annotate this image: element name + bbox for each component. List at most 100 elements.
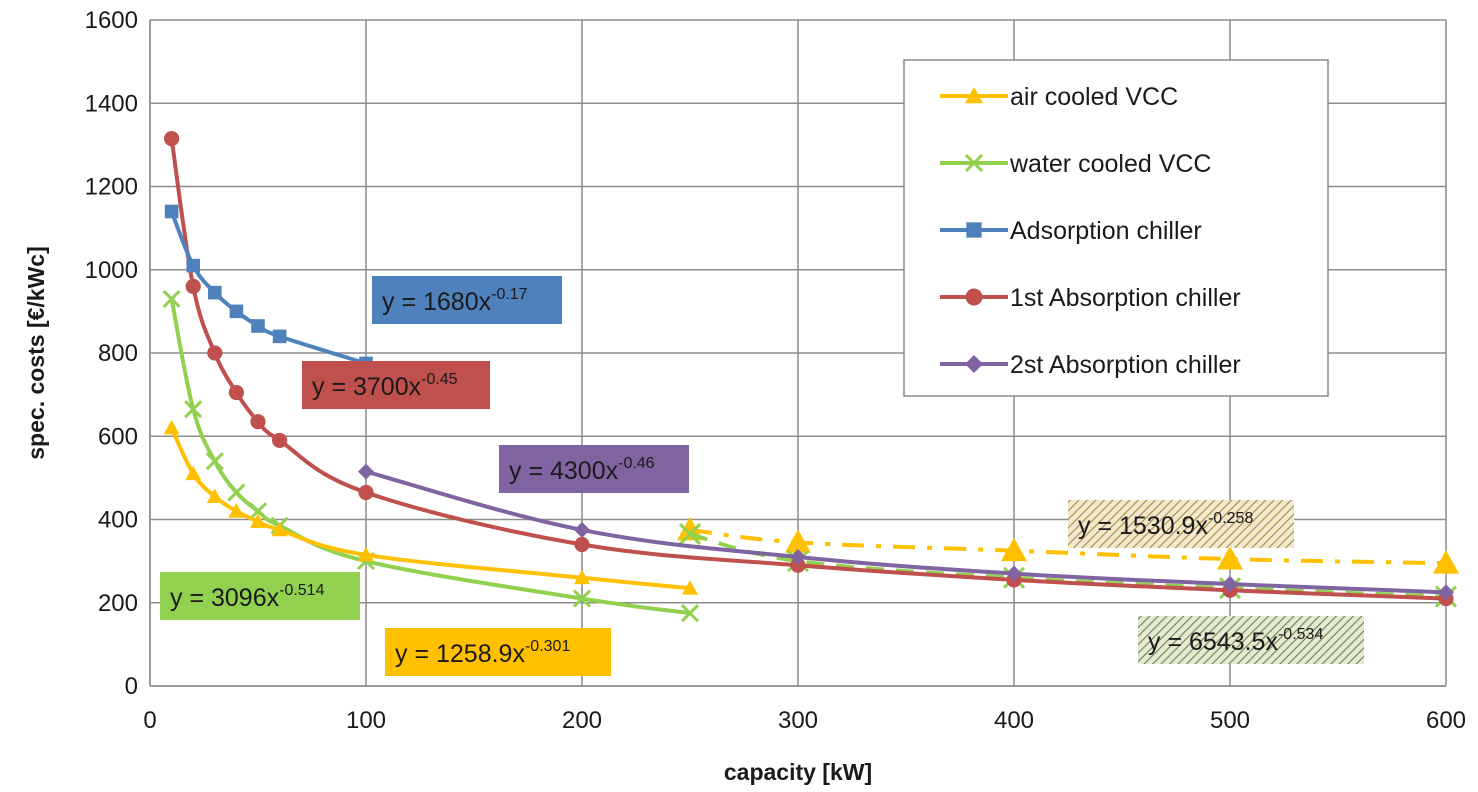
- legend-marker: [965, 355, 983, 373]
- data-point: [205, 452, 224, 471]
- legend-marker: [965, 288, 983, 306]
- legend-marker: [966, 222, 982, 238]
- y-tick-label: 800: [98, 340, 138, 367]
- legend-marker: [965, 87, 983, 104]
- x-tick-label: 600: [1426, 707, 1466, 734]
- equation-box: [302, 361, 490, 409]
- data-point: [1006, 565, 1022, 582]
- legend-marker: [964, 153, 984, 173]
- equation-main: y = 1680x: [382, 288, 492, 316]
- equation-text: y = 1258.9x-0.301: [395, 638, 570, 668]
- equation-box: [160, 572, 360, 620]
- y-tick-label: 200: [98, 590, 138, 617]
- extrapolation-point: [1001, 537, 1027, 562]
- extrapolation-point: [1217, 546, 1243, 570]
- data-point: [272, 329, 287, 344]
- data-point: [185, 278, 201, 294]
- equation-label: y = 4300x-0.46: [499, 445, 689, 493]
- data-point: [248, 502, 268, 521]
- legend-label: air cooled VCC: [1010, 83, 1178, 111]
- x-tick-label: 0: [143, 707, 156, 734]
- series-0: [163, 419, 698, 595]
- data-point: [164, 131, 180, 147]
- equation-exponent: -0.46: [618, 455, 655, 472]
- legend-label: 2st Absorption chiller: [1010, 351, 1241, 379]
- data-point: [790, 548, 806, 565]
- extrapolation-point: [1433, 550, 1459, 574]
- data-point: [207, 345, 223, 361]
- y-axis-title: spec. costs [€/kWc]: [23, 246, 49, 459]
- data-point: [1438, 584, 1454, 601]
- data-point: [574, 536, 590, 553]
- data-point: [358, 484, 374, 501]
- data-point: [208, 285, 222, 300]
- data-point: [163, 419, 180, 435]
- data-point: [574, 569, 590, 585]
- data-point: [574, 521, 590, 538]
- data-point: [272, 432, 288, 449]
- equation-text: y = 4300x-0.46: [509, 455, 655, 485]
- legend-entry: 1st Absorption chiller: [940, 284, 1241, 312]
- x-tick-label: 400: [994, 707, 1034, 734]
- data-point: [1222, 576, 1238, 593]
- legend-entry: 2st Absorption chiller: [940, 351, 1241, 379]
- equation-label: y = 1680x-0.17: [372, 276, 562, 324]
- equation-label: y = 6543.5x-0.534: [1138, 616, 1364, 664]
- equation-exponent: -0.17: [491, 286, 528, 303]
- y-tick-label: 1400: [85, 90, 138, 117]
- equation-label: y = 3700x-0.45: [302, 361, 490, 409]
- equation-main: y = 3700x: [312, 373, 422, 401]
- equation-text: y = 3700x-0.45: [312, 371, 458, 401]
- data-point: [228, 503, 245, 518]
- extrapolation-point: [678, 523, 702, 546]
- equation-main: y = 6543.5x: [1148, 628, 1278, 656]
- series-4: [358, 463, 1454, 601]
- x-tick-label: 500: [1210, 707, 1250, 734]
- legend-label: 1st Absorption chiller: [1010, 284, 1241, 312]
- data-point: [682, 580, 698, 595]
- equation-exponent: -0.514: [279, 582, 324, 599]
- legend-label: Adsorption chiller: [1010, 217, 1202, 245]
- legend-entry: Adsorption chiller: [940, 217, 1202, 245]
- extrapolation-line: [689, 532, 1447, 599]
- series-line: [169, 427, 691, 591]
- equation-box: [372, 276, 562, 324]
- equation-main: y = 1258.9x: [395, 640, 525, 668]
- series-line: [365, 469, 1447, 595]
- axes: 0 200 400 600 800 1000 1200 1400 1600 0 100 200 300 4…: [23, 7, 1466, 785]
- y-tick-label: 1600: [85, 7, 138, 34]
- data-point: [790, 557, 806, 573]
- equation-labels: y = 1680x-0.17y = 3700x-0.45y = 4300x-0.…: [160, 276, 1364, 676]
- equation-box: [1138, 616, 1364, 664]
- data-point: [162, 289, 181, 308]
- data-point: [227, 483, 246, 502]
- equation-main: y = 3096x: [170, 584, 280, 612]
- data-point: [358, 546, 374, 562]
- extrapolation-line: [689, 527, 1447, 566]
- legend: air cooled VCC water cooled VCC Adsorption…: [903, 59, 1329, 397]
- legend-entry: water cooled VCC: [940, 150, 1211, 178]
- data-point: [250, 513, 266, 528]
- x-tick-label: 100: [346, 707, 386, 734]
- data-point: [185, 465, 202, 481]
- equation-main: y = 1530.9x: [1078, 512, 1208, 540]
- data-point: [206, 488, 223, 504]
- equation-exponent: -0.258: [1208, 510, 1253, 527]
- data-point: [184, 400, 203, 419]
- x-tick-label: 200: [562, 707, 602, 734]
- equation-text: y = 1530.9x-0.258: [1078, 510, 1253, 540]
- equation-label: y = 3096x-0.514: [160, 572, 360, 620]
- data-point: [229, 304, 244, 319]
- y-tick-label: 400: [98, 507, 138, 534]
- equation-box: [1068, 500, 1294, 548]
- equation-main: y = 4300x: [509, 457, 619, 485]
- y-tick-label: 1000: [85, 257, 138, 284]
- y-tick-label: 600: [98, 423, 138, 450]
- data-point: [228, 384, 244, 401]
- series-2: [164, 204, 373, 371]
- legend-label: water cooled VCC: [1009, 150, 1211, 178]
- data-point: [251, 319, 265, 333]
- data-point: [164, 204, 179, 219]
